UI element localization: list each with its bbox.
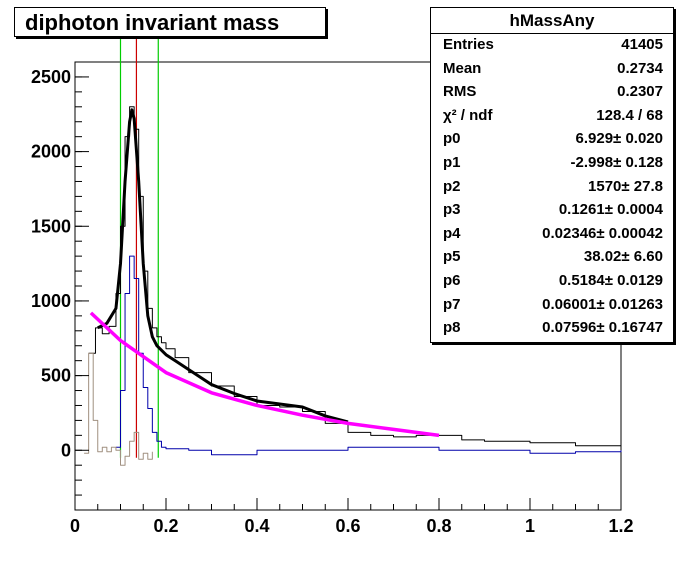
histogram-series bbox=[115, 255, 622, 456]
stats-value: 6.929± 0.020 bbox=[575, 130, 663, 148]
stats-rows: Entries 41405 Mean 0.2734 RMS 0.2307 χ² / ndf 1… bbox=[431, 34, 673, 341]
stats-value: 128.4 / 68 bbox=[596, 106, 663, 124]
stats-row: p7 0.06001± 0.01263 bbox=[431, 294, 673, 318]
x-tick-label: 0.6 bbox=[335, 516, 360, 536]
x-tick-label: 1 bbox=[525, 516, 535, 536]
x-tick-label: 1.2 bbox=[608, 516, 633, 536]
y-axis-ticks: 0 500 1000 1500 2000 2500 bbox=[31, 61, 89, 511]
stats-row: p3 0.1261± 0.0004 bbox=[431, 199, 673, 223]
stats-value: 0.5184± 0.0129 bbox=[558, 271, 663, 289]
stats-value: 1570± 27.8 bbox=[588, 177, 663, 195]
stats-key: Mean bbox=[443, 59, 482, 77]
stats-row: p6 0.5184± 0.0129 bbox=[431, 270, 673, 294]
stats-row: χ² / ndf 128.4 / 68 bbox=[431, 105, 673, 129]
stats-row: p5 38.02± 6.60 bbox=[431, 246, 673, 270]
stats-row: Entries 41405 bbox=[431, 34, 673, 58]
stats-key: p7 bbox=[443, 295, 461, 313]
stats-key: p4 bbox=[443, 224, 461, 242]
x-tick-label: 0.4 bbox=[244, 516, 269, 536]
y-tick-label: 0 bbox=[61, 440, 71, 460]
x-tick-label: 0.2 bbox=[153, 516, 178, 536]
stats-key: p0 bbox=[443, 130, 461, 148]
y-tick-label: 1500 bbox=[31, 216, 71, 236]
stats-key: p1 bbox=[443, 153, 461, 171]
stats-row: p4 0.02346± 0.00042 bbox=[431, 223, 673, 247]
y-tick-label: 1000 bbox=[31, 291, 71, 311]
x-axis-ticks: 0 0.2 0.4 0.6 0.8 1 1.2 bbox=[70, 498, 634, 536]
plot-title-box: diphoton invariant mass bbox=[14, 7, 326, 37]
stats-key: p2 bbox=[443, 177, 461, 195]
y-tick-label: 2500 bbox=[31, 67, 71, 87]
stats-row: p2 1570± 27.8 bbox=[431, 176, 673, 200]
x-tick-label: 0.8 bbox=[426, 516, 451, 536]
stats-value: -2.998± 0.128 bbox=[570, 153, 663, 171]
stats-value: 0.2307 bbox=[617, 83, 663, 101]
y-tick-label: 500 bbox=[41, 366, 71, 386]
stats-key: p8 bbox=[443, 319, 461, 337]
stats-value: 0.02346± 0.00042 bbox=[542, 224, 663, 242]
stats-row: RMS 0.2307 bbox=[431, 81, 673, 105]
stats-value: 0.07596± 0.16747 bbox=[542, 319, 663, 337]
y-tick-label: 2000 bbox=[31, 142, 71, 162]
stats-row: p0 6.929± 0.020 bbox=[431, 128, 673, 152]
x-tick-label: 0 bbox=[70, 516, 80, 536]
stats-key: p6 bbox=[443, 271, 461, 289]
plot-title: diphoton invariant mass bbox=[25, 10, 280, 35]
stats-histogram-name: hMassAny bbox=[431, 8, 673, 34]
histogram-series bbox=[84, 352, 153, 466]
stats-row: p1 -2.998± 0.128 bbox=[431, 152, 673, 176]
stats-key: p5 bbox=[443, 248, 461, 266]
histogram-series bbox=[88, 106, 622, 449]
stats-value: 41405 bbox=[621, 36, 663, 53]
stats-value: 0.2734 bbox=[617, 59, 663, 77]
stats-value: 0.1261± 0.0004 bbox=[558, 201, 663, 219]
fit-curve bbox=[89, 311, 440, 438]
stats-key: p3 bbox=[443, 201, 461, 219]
data-series bbox=[84, 106, 622, 466]
stats-value: 38.02± 6.60 bbox=[583, 248, 663, 266]
stats-key: RMS bbox=[443, 83, 477, 101]
stats-key: Entries bbox=[443, 36, 494, 53]
fit-curve bbox=[97, 108, 349, 424]
stats-value: 0.06001± 0.01263 bbox=[542, 295, 663, 313]
stats-key: χ² / ndf bbox=[443, 106, 493, 124]
stats-box: hMassAny Entries 41405 Mean 0.2734 RMS 0.2307… bbox=[430, 7, 674, 343]
stats-row: Mean 0.2734 bbox=[431, 58, 673, 82]
stats-row: p8 0.07596± 0.16747 bbox=[431, 317, 673, 341]
